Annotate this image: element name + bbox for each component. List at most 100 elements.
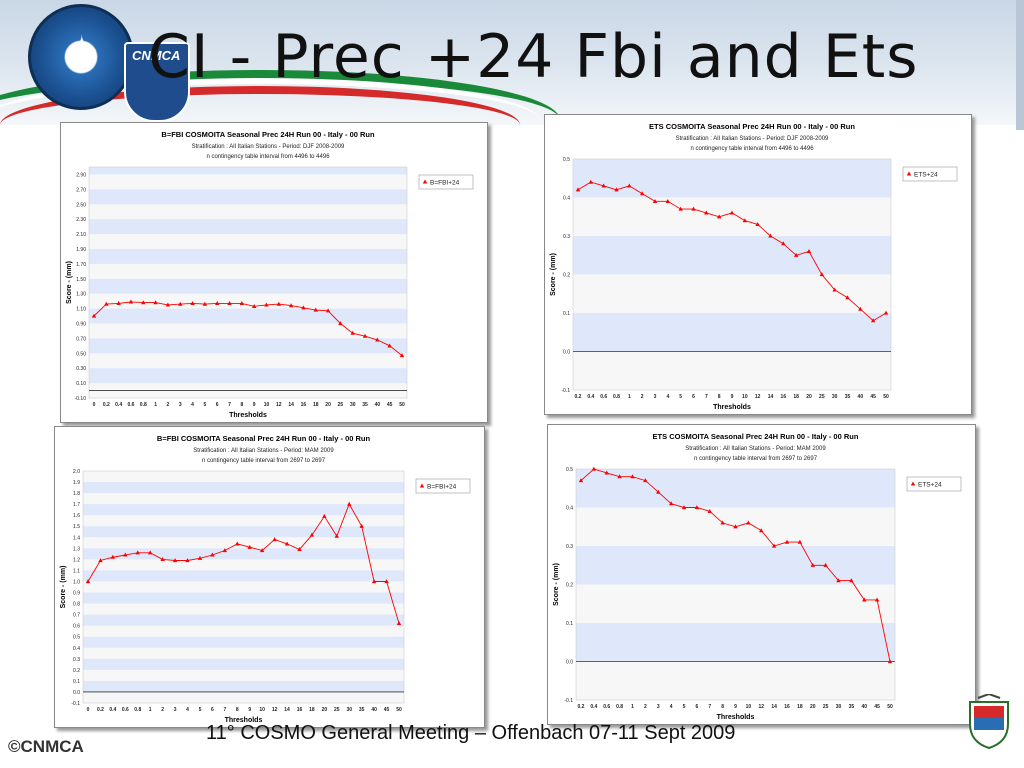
x-tick-label: 0.2 [97, 707, 104, 713]
y-tick-label: 0.2 [566, 583, 573, 589]
y-tick-label: 0.1 [563, 311, 570, 317]
y-tick-label: 0.5 [563, 157, 570, 163]
x-tick-label: 50 [887, 704, 893, 710]
x-tick-label: 16 [297, 707, 303, 713]
y-tick-label: 0.30 [76, 366, 86, 372]
y-tick-label: 0.90 [76, 321, 86, 327]
x-tick-label: 35 [359, 707, 365, 713]
legend-box [902, 166, 958, 182]
x-axis-label: Thresholds [717, 714, 755, 721]
y-tick-label: 1.50 [76, 277, 86, 283]
data-point [678, 206, 683, 211]
data-point [104, 301, 109, 306]
x-tick-label: 25 [334, 707, 340, 713]
crest-icon [969, 694, 1009, 750]
y-tick-label: -0.10 [75, 396, 87, 402]
data-point [190, 300, 195, 305]
x-tick-label: 30 [346, 707, 352, 713]
x-tick-label: 5 [203, 402, 206, 408]
grid-band [89, 167, 407, 175]
data-point [845, 295, 850, 300]
data-point [575, 187, 581, 192]
data-point [668, 501, 674, 506]
data-point [235, 541, 240, 546]
x-tick-label: 20 [325, 402, 331, 408]
x-tick-label: 30 [832, 394, 838, 400]
y-tick-label: 2.50 [76, 202, 86, 208]
y-tick-label: 0.70 [76, 336, 86, 342]
data-point [832, 287, 837, 292]
x-tick-label: 18 [313, 402, 319, 408]
x-tick-label: 2 [641, 394, 644, 400]
data-point [338, 321, 343, 326]
x-tick-label: 9 [731, 394, 734, 400]
chart-subtitle: Stratification : All Italian Stations - … [192, 144, 345, 150]
data-point [387, 343, 392, 348]
x-tick-label: 14 [771, 704, 777, 710]
data-point [362, 333, 368, 338]
y-tick-label: 1.8 [73, 491, 80, 497]
x-tick-label: 10 [742, 394, 748, 400]
data-point [630, 474, 635, 479]
x-tick-label: 45 [874, 704, 880, 710]
data-point [691, 206, 696, 211]
grid-band [573, 159, 891, 198]
data-point [123, 552, 128, 557]
grid-band [83, 658, 404, 670]
x-tick-label: 12 [272, 707, 278, 713]
grid-band [576, 469, 895, 508]
x-tick-label: 25 [819, 394, 825, 400]
data-point [148, 550, 153, 555]
plot-border [82, 470, 405, 704]
grid-band [576, 623, 895, 662]
y-tick-label: 0.4 [563, 196, 570, 202]
data-point [359, 523, 364, 528]
slide-title: CI - Prec +24 Fbi and Ets [148, 22, 919, 92]
data-point [247, 544, 252, 549]
data-point [165, 302, 171, 307]
y-tick-label: 2.70 [76, 187, 86, 193]
data-point [694, 505, 700, 510]
data-point [781, 241, 786, 246]
data-point [591, 466, 597, 471]
x-tick-label: 10 [746, 704, 752, 710]
x-tick-label: 40 [375, 402, 381, 408]
x-tick-label: 0.8 [613, 394, 620, 400]
green-stripe [0, 70, 560, 125]
grid-band [576, 546, 895, 585]
x-tick-label: 0.6 [122, 707, 129, 713]
data-point [810, 562, 815, 567]
data-point [350, 330, 355, 335]
x-tick-label: 18 [309, 707, 315, 713]
data-point [578, 478, 584, 483]
legend-box [418, 174, 474, 190]
grid-band [83, 570, 404, 582]
x-tick-label: 35 [849, 704, 855, 710]
chart-title: B=FBI COSMOITA Seasonal Prec 24H Run 00 … [157, 434, 371, 443]
grid-band [573, 236, 891, 275]
y-tick-label: 0.8 [73, 602, 80, 608]
y-tick-label: 2.0 [73, 469, 80, 475]
x-tick-label: 0 [93, 402, 96, 408]
chart-subtitle: Stratification : All Italian Stations - … [685, 446, 826, 452]
y-tick-label: 2.90 [76, 172, 86, 178]
data-point [733, 524, 738, 529]
chart-subtitle-2: n contingency table interval from 2697 t… [694, 456, 818, 462]
y-tick-label: 0.4 [566, 506, 573, 512]
legend-marker [419, 483, 425, 488]
x-tick-label: 2 [644, 704, 647, 710]
grid-band [83, 680, 404, 692]
x-tick-label: 1 [631, 704, 634, 710]
x-tick-label: 9 [248, 707, 251, 713]
chart-title: ETS COSMOITA Seasonal Prec 24H Run 00 - … [649, 122, 855, 131]
x-tick-label: 0.6 [603, 704, 610, 710]
chart-panel-ets-mam: ETS COSMOITA Seasonal Prec 24H Run 00 - … [547, 424, 976, 725]
y-tick-label: 0.10 [76, 381, 86, 387]
x-tick-label: 8 [236, 707, 239, 713]
data-point [202, 301, 208, 306]
x-tick-label: 16 [781, 394, 787, 400]
data-point [259, 548, 265, 553]
legend-label: B=FBI+24 [427, 484, 457, 491]
data-point [399, 353, 405, 358]
x-tick-label: 50 [883, 394, 889, 400]
